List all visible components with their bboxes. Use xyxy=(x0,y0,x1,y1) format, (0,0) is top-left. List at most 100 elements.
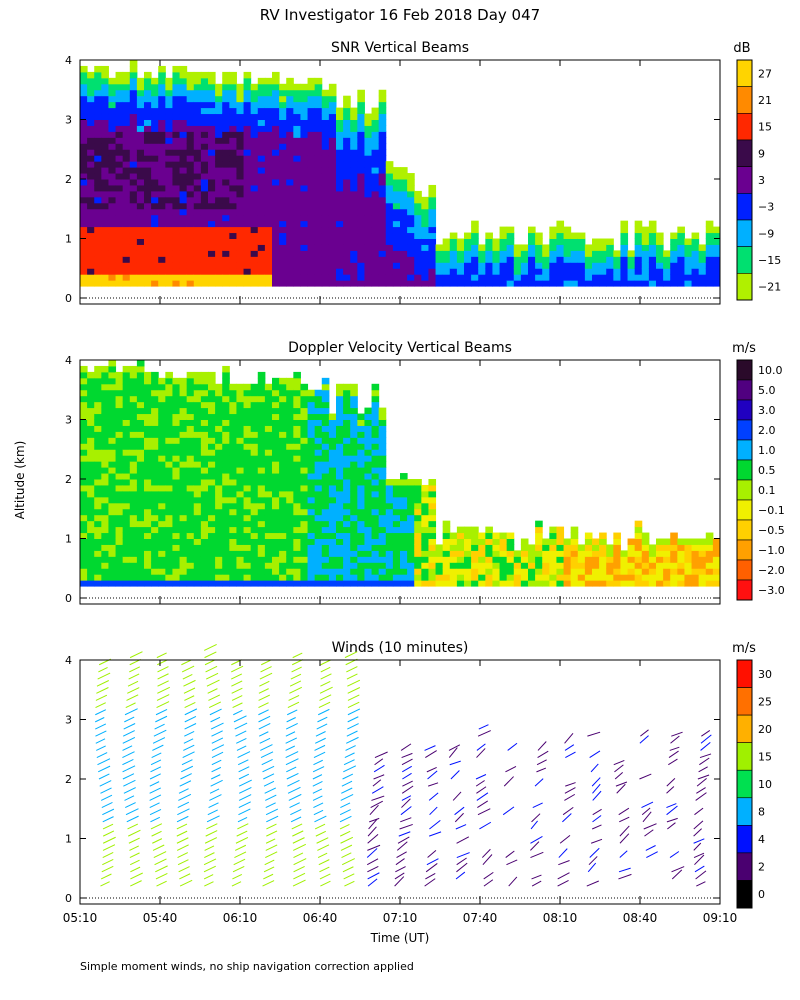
heatmap-cell xyxy=(158,95,166,103)
heatmap-cell xyxy=(414,238,422,245)
heatmap-cell xyxy=(101,190,109,198)
heatmap-cell xyxy=(208,532,216,539)
heatmap-cell xyxy=(378,419,387,426)
heatmap-cell xyxy=(400,238,408,245)
heatmap-cell xyxy=(343,119,351,126)
heatmap-cell xyxy=(506,574,515,581)
heatmap-cell xyxy=(80,101,88,109)
heatmap-cell xyxy=(279,125,287,132)
heatmap-cell xyxy=(158,574,166,581)
heatmap-cell xyxy=(371,413,380,420)
heatmap-cell xyxy=(236,250,245,257)
heatmap-cell xyxy=(222,425,230,432)
heatmap-cell xyxy=(705,544,714,551)
heatmap-cell xyxy=(286,550,294,557)
heatmap-cell xyxy=(115,107,124,115)
heatmap-cell xyxy=(136,89,145,97)
heatmap-cell xyxy=(414,196,422,204)
heatmap-cell xyxy=(279,89,287,97)
heatmap-cell xyxy=(172,155,181,162)
heatmap-cell xyxy=(592,256,600,263)
heatmap-cell xyxy=(222,280,230,287)
wind-barb xyxy=(128,673,140,680)
heatmap-cell xyxy=(321,173,330,180)
heatmap-cell xyxy=(414,526,422,534)
heatmap-cell xyxy=(350,449,358,456)
heatmap-cell xyxy=(286,167,294,174)
wind-barb xyxy=(618,807,630,816)
heatmap-cell xyxy=(336,544,344,551)
heatmap-cell xyxy=(357,461,365,468)
heatmap-cell xyxy=(535,274,543,281)
heatmap-cell xyxy=(357,538,365,545)
heatmap-cell xyxy=(250,119,259,126)
heatmap-cell xyxy=(80,143,88,150)
heatmap-cell xyxy=(378,226,387,234)
wind-barb xyxy=(344,651,358,659)
heatmap-cell xyxy=(499,532,508,539)
heatmap-cell xyxy=(606,244,614,251)
heatmap-cell xyxy=(407,490,415,498)
heatmap-cell xyxy=(343,250,351,257)
heatmap-cell xyxy=(158,155,166,162)
heatmap-cell xyxy=(122,77,131,85)
heatmap-cell xyxy=(442,250,451,257)
heatmap-cell xyxy=(385,532,394,539)
wind-barb xyxy=(287,779,300,787)
heatmap-cell xyxy=(87,244,95,251)
heatmap-cell xyxy=(80,274,88,281)
heatmap-cell xyxy=(215,562,223,569)
heatmap-cell xyxy=(144,532,152,539)
heatmap-cell xyxy=(115,389,124,397)
heatmap-cell xyxy=(222,431,230,438)
heatmap-cell xyxy=(200,71,209,79)
heatmap-cell xyxy=(243,437,252,444)
heatmap-cell xyxy=(449,268,458,275)
heatmap-cell xyxy=(129,208,138,216)
wind-barb xyxy=(699,757,710,766)
heatmap-cell xyxy=(264,232,273,239)
heatmap-cell xyxy=(421,214,429,222)
heatmap-cell xyxy=(243,449,252,456)
wind-barb xyxy=(265,844,278,851)
heatmap-cell xyxy=(307,268,316,275)
heatmap-cell xyxy=(599,550,607,557)
wind-barb xyxy=(428,782,439,787)
heatmap-cell xyxy=(300,208,309,216)
heatmap-cell xyxy=(115,377,124,385)
heatmap-cell xyxy=(101,214,109,222)
heatmap-cell xyxy=(321,250,330,257)
heatmap-cell xyxy=(257,184,266,192)
heatmap-cell xyxy=(215,244,223,251)
heatmap-cell xyxy=(200,550,209,557)
heatmap-cell xyxy=(336,467,344,474)
wind-barb xyxy=(152,744,164,751)
heatmap-cell xyxy=(87,214,95,222)
heatmap-cell xyxy=(705,268,714,275)
heatmap-cell xyxy=(407,202,415,210)
heatmap-cell xyxy=(257,502,266,510)
heatmap-cell xyxy=(272,455,280,462)
wind-barb xyxy=(534,778,544,787)
heatmap-cell xyxy=(236,238,245,245)
heatmap-cell xyxy=(428,484,437,492)
heatmap-cell xyxy=(307,443,316,450)
heatmap-cell xyxy=(151,580,159,587)
heatmap-cell xyxy=(250,383,259,391)
heatmap-cell xyxy=(186,502,195,510)
heatmap-cell xyxy=(158,244,166,251)
heatmap-cell xyxy=(449,556,458,563)
heatmap-cell xyxy=(272,214,280,222)
heatmap-cell xyxy=(606,574,614,581)
heatmap-cell xyxy=(677,538,685,545)
heatmap-cell xyxy=(634,226,643,234)
heatmap-cell xyxy=(400,214,408,222)
heatmap-cell xyxy=(215,437,223,444)
heatmap-cell xyxy=(229,532,237,539)
heatmap-cell xyxy=(336,461,344,468)
heatmap-cell xyxy=(172,149,181,156)
wind-barb xyxy=(425,863,438,873)
heatmap-cell xyxy=(186,119,195,126)
heatmap-cell xyxy=(257,437,266,444)
wind-barb xyxy=(233,709,243,716)
